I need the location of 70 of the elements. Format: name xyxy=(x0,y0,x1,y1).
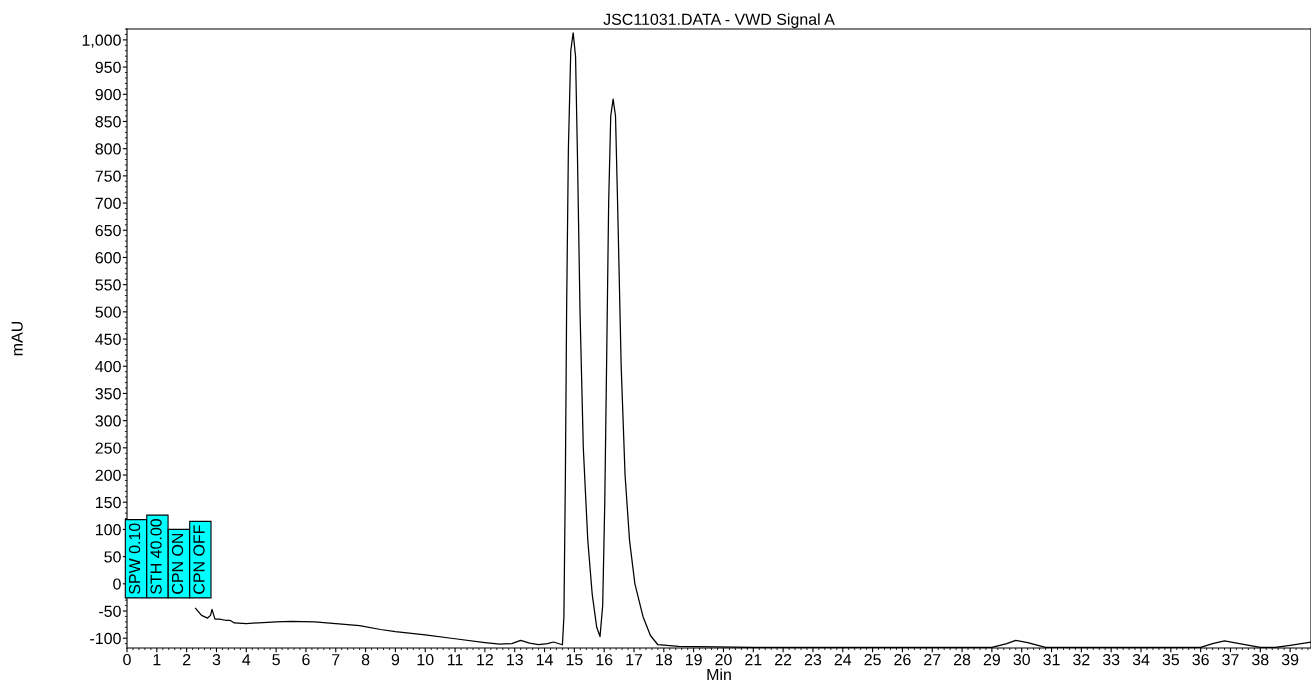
x-axis-title: Min xyxy=(707,668,731,681)
x-tick-label: 7 xyxy=(332,654,340,666)
x-tick-label: 21 xyxy=(745,653,762,666)
y-tick-label: 150 xyxy=(96,496,121,509)
y-tick-label: 300 xyxy=(95,415,121,427)
x-tick-label: 9 xyxy=(391,653,400,666)
annotation: CPN OFF xyxy=(193,525,205,594)
y-tick-label: 600 xyxy=(95,252,121,264)
x-tick-label: 13 xyxy=(507,653,523,666)
chart-title: JSC11031.DATA - VWD Signal A xyxy=(603,13,835,29)
y-tick-label: -50 xyxy=(99,605,121,617)
x-tick-label: 37 xyxy=(1222,653,1239,666)
x-tick-label: 15 xyxy=(566,654,583,666)
x-tick-label: 31 xyxy=(1043,653,1060,666)
x-tick-label: 4 xyxy=(242,654,251,666)
y-tick-label: 1,000 xyxy=(82,34,121,48)
y-tick-label: 850 xyxy=(95,116,121,128)
y-tick-label: 700 xyxy=(95,197,121,209)
x-tick-label: 11 xyxy=(447,654,463,666)
x-tick-label: 26 xyxy=(894,653,911,666)
x-tick-label: 0 xyxy=(123,653,131,666)
x-tick-label: 38 xyxy=(1252,653,1269,666)
x-tick-label: 39 xyxy=(1281,653,1299,666)
y-tick-label: 50 xyxy=(104,551,121,563)
x-tick-label: 6 xyxy=(302,653,310,666)
x-tick-label: 24 xyxy=(834,653,852,666)
y-tick-label: 550 xyxy=(95,279,121,291)
y-tick-label: 750 xyxy=(95,170,121,182)
x-tick-label: 16 xyxy=(596,653,613,666)
x-tick-label: 28 xyxy=(953,653,971,666)
x-tick-label: 5 xyxy=(272,654,280,666)
x-tick-label: 2 xyxy=(183,653,191,666)
y-tick-label: 200 xyxy=(95,469,121,481)
y-tick-label: 400 xyxy=(95,360,121,373)
annotation: STH 40.00 xyxy=(150,518,162,594)
y-tick-label: 0 xyxy=(113,578,121,590)
x-tick-label: 19 xyxy=(685,653,702,666)
annotation: CPN ON xyxy=(171,533,184,594)
y-tick-label: 100 xyxy=(96,524,121,536)
x-tick-label: 33 xyxy=(1102,653,1120,666)
y-axis-title: mAU xyxy=(11,321,23,356)
y-tick-label: 900 xyxy=(95,88,121,101)
x-tick-label: 1 xyxy=(153,654,161,666)
x-tick-label: 17 xyxy=(626,654,643,666)
x-tick-label: 25 xyxy=(864,653,881,666)
x-tick-label: 20 xyxy=(715,653,732,666)
y-tick-label: 350 xyxy=(95,388,121,400)
x-tick-label: 14 xyxy=(536,654,553,666)
y-tick-label: 250 xyxy=(95,442,121,454)
x-tick-label: 34 xyxy=(1132,653,1150,666)
x-tick-label: 12 xyxy=(477,653,493,666)
x-tick-label: 27 xyxy=(924,653,941,666)
y-tick-label: 650 xyxy=(95,224,121,237)
x-tick-label: 36 xyxy=(1192,653,1209,666)
x-tick-label: 8 xyxy=(361,653,370,666)
x-tick-label: 35 xyxy=(1162,653,1180,666)
y-tick-label: 500 xyxy=(95,306,121,318)
x-tick-label: 23 xyxy=(804,653,822,666)
x-tick-label: 29 xyxy=(983,653,1001,666)
x-tick-label: 3 xyxy=(212,653,221,666)
x-tick-label: 10 xyxy=(417,653,434,666)
y-tick-label: 450 xyxy=(95,333,121,345)
x-tick-label: 22 xyxy=(775,653,792,666)
x-tick-label: 30 xyxy=(1013,653,1030,666)
annotation: SPW 0.10 xyxy=(128,523,141,594)
y-tick-label: 800 xyxy=(95,143,121,155)
x-tick-label: 18 xyxy=(656,653,673,666)
y-tick-label: 950 xyxy=(95,61,121,74)
y-tick-label: -100 xyxy=(90,632,121,645)
x-tick-label: 32 xyxy=(1073,653,1090,666)
